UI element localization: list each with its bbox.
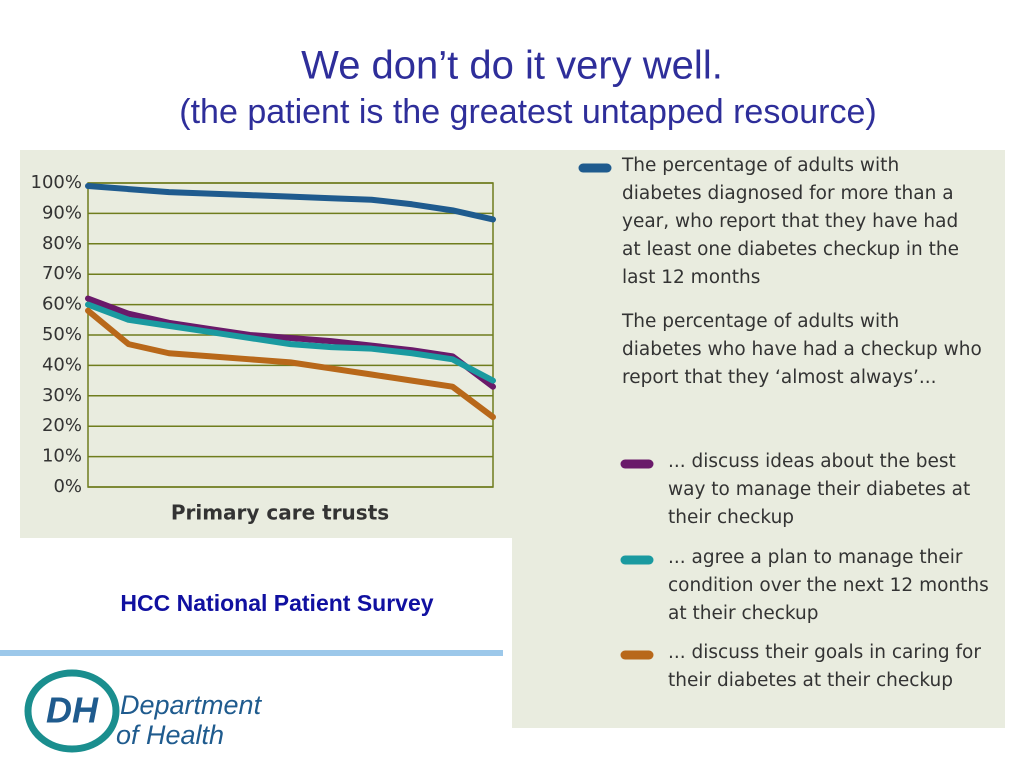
legend-label: ... agree a plan to manage their conditi… [668,547,989,624]
y-tick-label: 0% [53,476,82,497]
y-tick-label: 10% [42,446,82,467]
subtitle: (the patient is the greatest untapped re… [179,93,876,131]
y-tick-label: 50% [42,324,82,345]
legend-label: ... discuss ideas about the best way to … [668,451,971,528]
legend-heading: The percentage of adults with diabetes w… [622,311,982,388]
y-tick-label: 20% [42,415,82,436]
logo-ring [24,669,120,753]
chart-panel [20,150,512,538]
series-line [85,307,496,421]
y-tick-label: 60% [42,294,82,315]
logo-initials: DH [46,690,99,731]
source: HCC National Patient Survey [120,590,433,616]
y-tick-label: 30% [42,385,82,406]
series-line [85,301,496,384]
legend-label: The percentage of adults with diabetes d… [622,155,959,288]
logo-text: of Health [116,720,224,750]
y-tick-label: 80% [42,233,82,254]
title: We don’t do it very well. [301,44,723,88]
series-line [85,295,496,390]
divider [0,650,503,656]
legend-label: ... discuss their goals in caring for th… [668,642,981,691]
plot-frame [87,182,494,488]
series-line [85,183,496,223]
y-tick-label: 40% [42,354,82,375]
legend-panel [512,150,1005,728]
x-axis-label: Primary care trusts [171,501,389,525]
y-tick-label: 70% [42,263,82,284]
y-tick-label: 100% [31,172,82,193]
y-tick-label: 90% [42,202,82,223]
logo-text: Department [120,690,263,720]
